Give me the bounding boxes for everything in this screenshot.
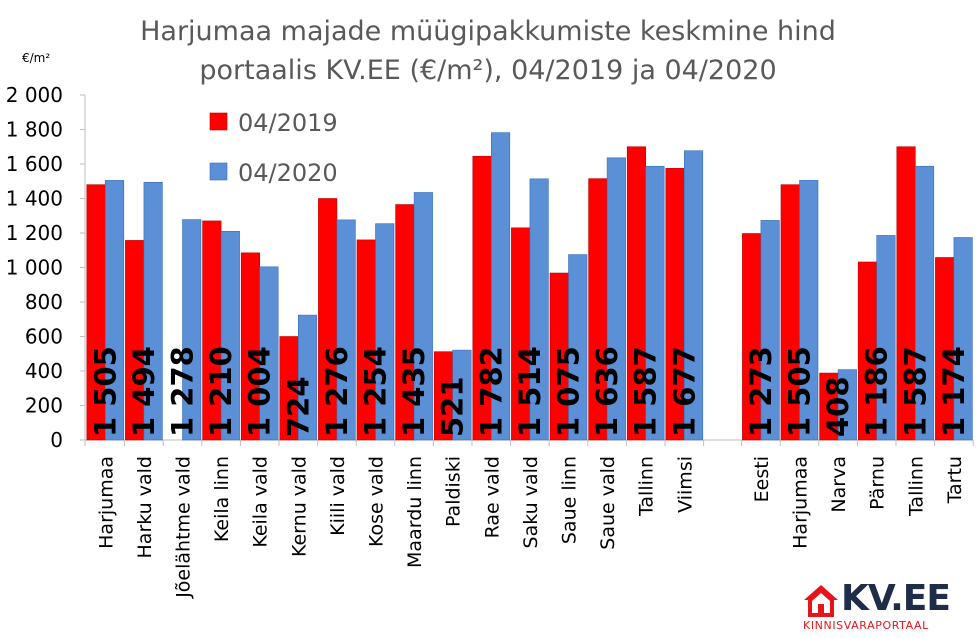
x-tick-label: Saue vald [597, 456, 619, 550]
x-tick-label: Maardu linn [404, 456, 426, 568]
y-tick-label: 1 000 [6, 256, 63, 280]
data-label: 724 [281, 376, 315, 437]
y-tick-label: 1 600 [6, 152, 63, 176]
bar-2020 [799, 180, 819, 441]
data-label: 1 186 [860, 346, 894, 437]
y-tick-label: 2 000 [6, 83, 63, 107]
unit-label: €/m² [22, 51, 50, 65]
x-tick-label: Viimsi [674, 456, 696, 513]
kv-ee-logo: KV.EE KINNISVARAPORTAAL [803, 578, 963, 632]
bar-2020 [490, 132, 511, 441]
data-label: 408 [821, 376, 855, 437]
x-tick-label: Harjumaa [95, 456, 117, 549]
data-label: 1 494 [127, 346, 161, 437]
x-tick-label: Kose vald [366, 456, 388, 547]
data-label: 1 435 [397, 346, 431, 437]
x-tick-label: Keila vald [250, 456, 272, 548]
x-tick-label: Jõelähtme vald [173, 456, 195, 599]
bar-2020 [837, 369, 857, 441]
y-tick-label: 1 200 [6, 221, 63, 245]
legend-label: 04/2019 [238, 109, 338, 137]
data-label: 1 278 [166, 346, 200, 437]
data-label: 1 636 [590, 346, 624, 437]
y-tick-label: 1 800 [6, 118, 63, 142]
bar-2020 [953, 237, 973, 441]
bar-2020 [336, 219, 356, 441]
bar-2020 [143, 181, 163, 441]
data-label: 1 505 [88, 346, 122, 437]
bar-2020 [220, 230, 240, 441]
chart-title-line: Harjumaa majade müügipakkumiste keskmine… [140, 16, 836, 47]
bar-2020 [259, 266, 279, 441]
x-tick-label: Tallinn [905, 456, 927, 517]
x-tick-label: Pärnu [867, 456, 889, 510]
bar-2020 [452, 349, 472, 441]
chart-title-line: portaalis KV.EE (€/m²), 04/2019 ja 04/20… [199, 55, 776, 86]
house-icon [804, 585, 838, 617]
data-label: 1 004 [243, 346, 277, 437]
x-tick-label: Saku vald [520, 456, 542, 548]
bar-2020 [105, 180, 125, 441]
bar-2020 [182, 219, 202, 441]
x-tick-label: Kiili vald [327, 456, 349, 536]
x-tick-label: Tartu [944, 456, 966, 504]
bar-2020 [683, 150, 704, 441]
data-label: 1 505 [783, 346, 817, 437]
bar-2020 [297, 314, 318, 441]
bar-2020 [760, 220, 780, 441]
bar-2020 [375, 223, 395, 441]
bar-2020 [606, 157, 626, 441]
x-tick-label: Narva [828, 456, 850, 513]
x-tick-label: Saue linn [559, 456, 581, 544]
y-tick-label: 400 [25, 359, 63, 383]
data-label: 1 587 [898, 346, 932, 437]
data-label: 1 276 [320, 346, 354, 437]
y-tick-label: 200 [25, 394, 63, 418]
x-tick-label: Paldiski [443, 456, 465, 527]
x-tick-label: Kernu vald [288, 456, 310, 557]
data-label: 1 174 [937, 346, 971, 437]
y-tick-label: 1 400 [6, 187, 63, 211]
data-label: 1 587 [629, 346, 663, 437]
y-tick-label: 600 [25, 325, 63, 349]
legend-label: 04/2020 [238, 159, 338, 187]
bar-2020 [568, 254, 588, 441]
data-label: 1 677 [667, 346, 701, 437]
data-label: 521 [436, 376, 470, 437]
logo-tagline: KINNISVARAPORTAAL [803, 619, 929, 632]
data-label: 1 782 [474, 346, 508, 437]
x-tick-label: Eesti [751, 456, 773, 502]
logo-brand: KV.EE [841, 578, 951, 619]
legend-swatch [209, 112, 228, 131]
data-label: 1 273 [744, 346, 778, 437]
data-label: 1 514 [513, 346, 547, 437]
y-tick-label: 0 [50, 428, 63, 452]
x-tick-label: Harjumaa [790, 456, 812, 549]
legend-swatch [209, 162, 228, 181]
x-tick-label: Harku vald [134, 456, 156, 558]
data-label: 1 210 [204, 346, 238, 437]
data-label: 1 254 [359, 346, 393, 437]
x-tick-label: Rae vald [481, 456, 503, 538]
bar-2020 [645, 165, 665, 441]
bar-2020 [914, 165, 935, 441]
bar-2020 [413, 192, 433, 441]
x-tick-label: Keila linn [211, 456, 233, 542]
y-tick-label: 800 [25, 290, 63, 314]
data-label: 1 075 [552, 346, 586, 437]
bar-2020 [529, 178, 549, 441]
x-tick-label: Tallinn [636, 456, 658, 517]
bar-2020 [876, 235, 896, 441]
